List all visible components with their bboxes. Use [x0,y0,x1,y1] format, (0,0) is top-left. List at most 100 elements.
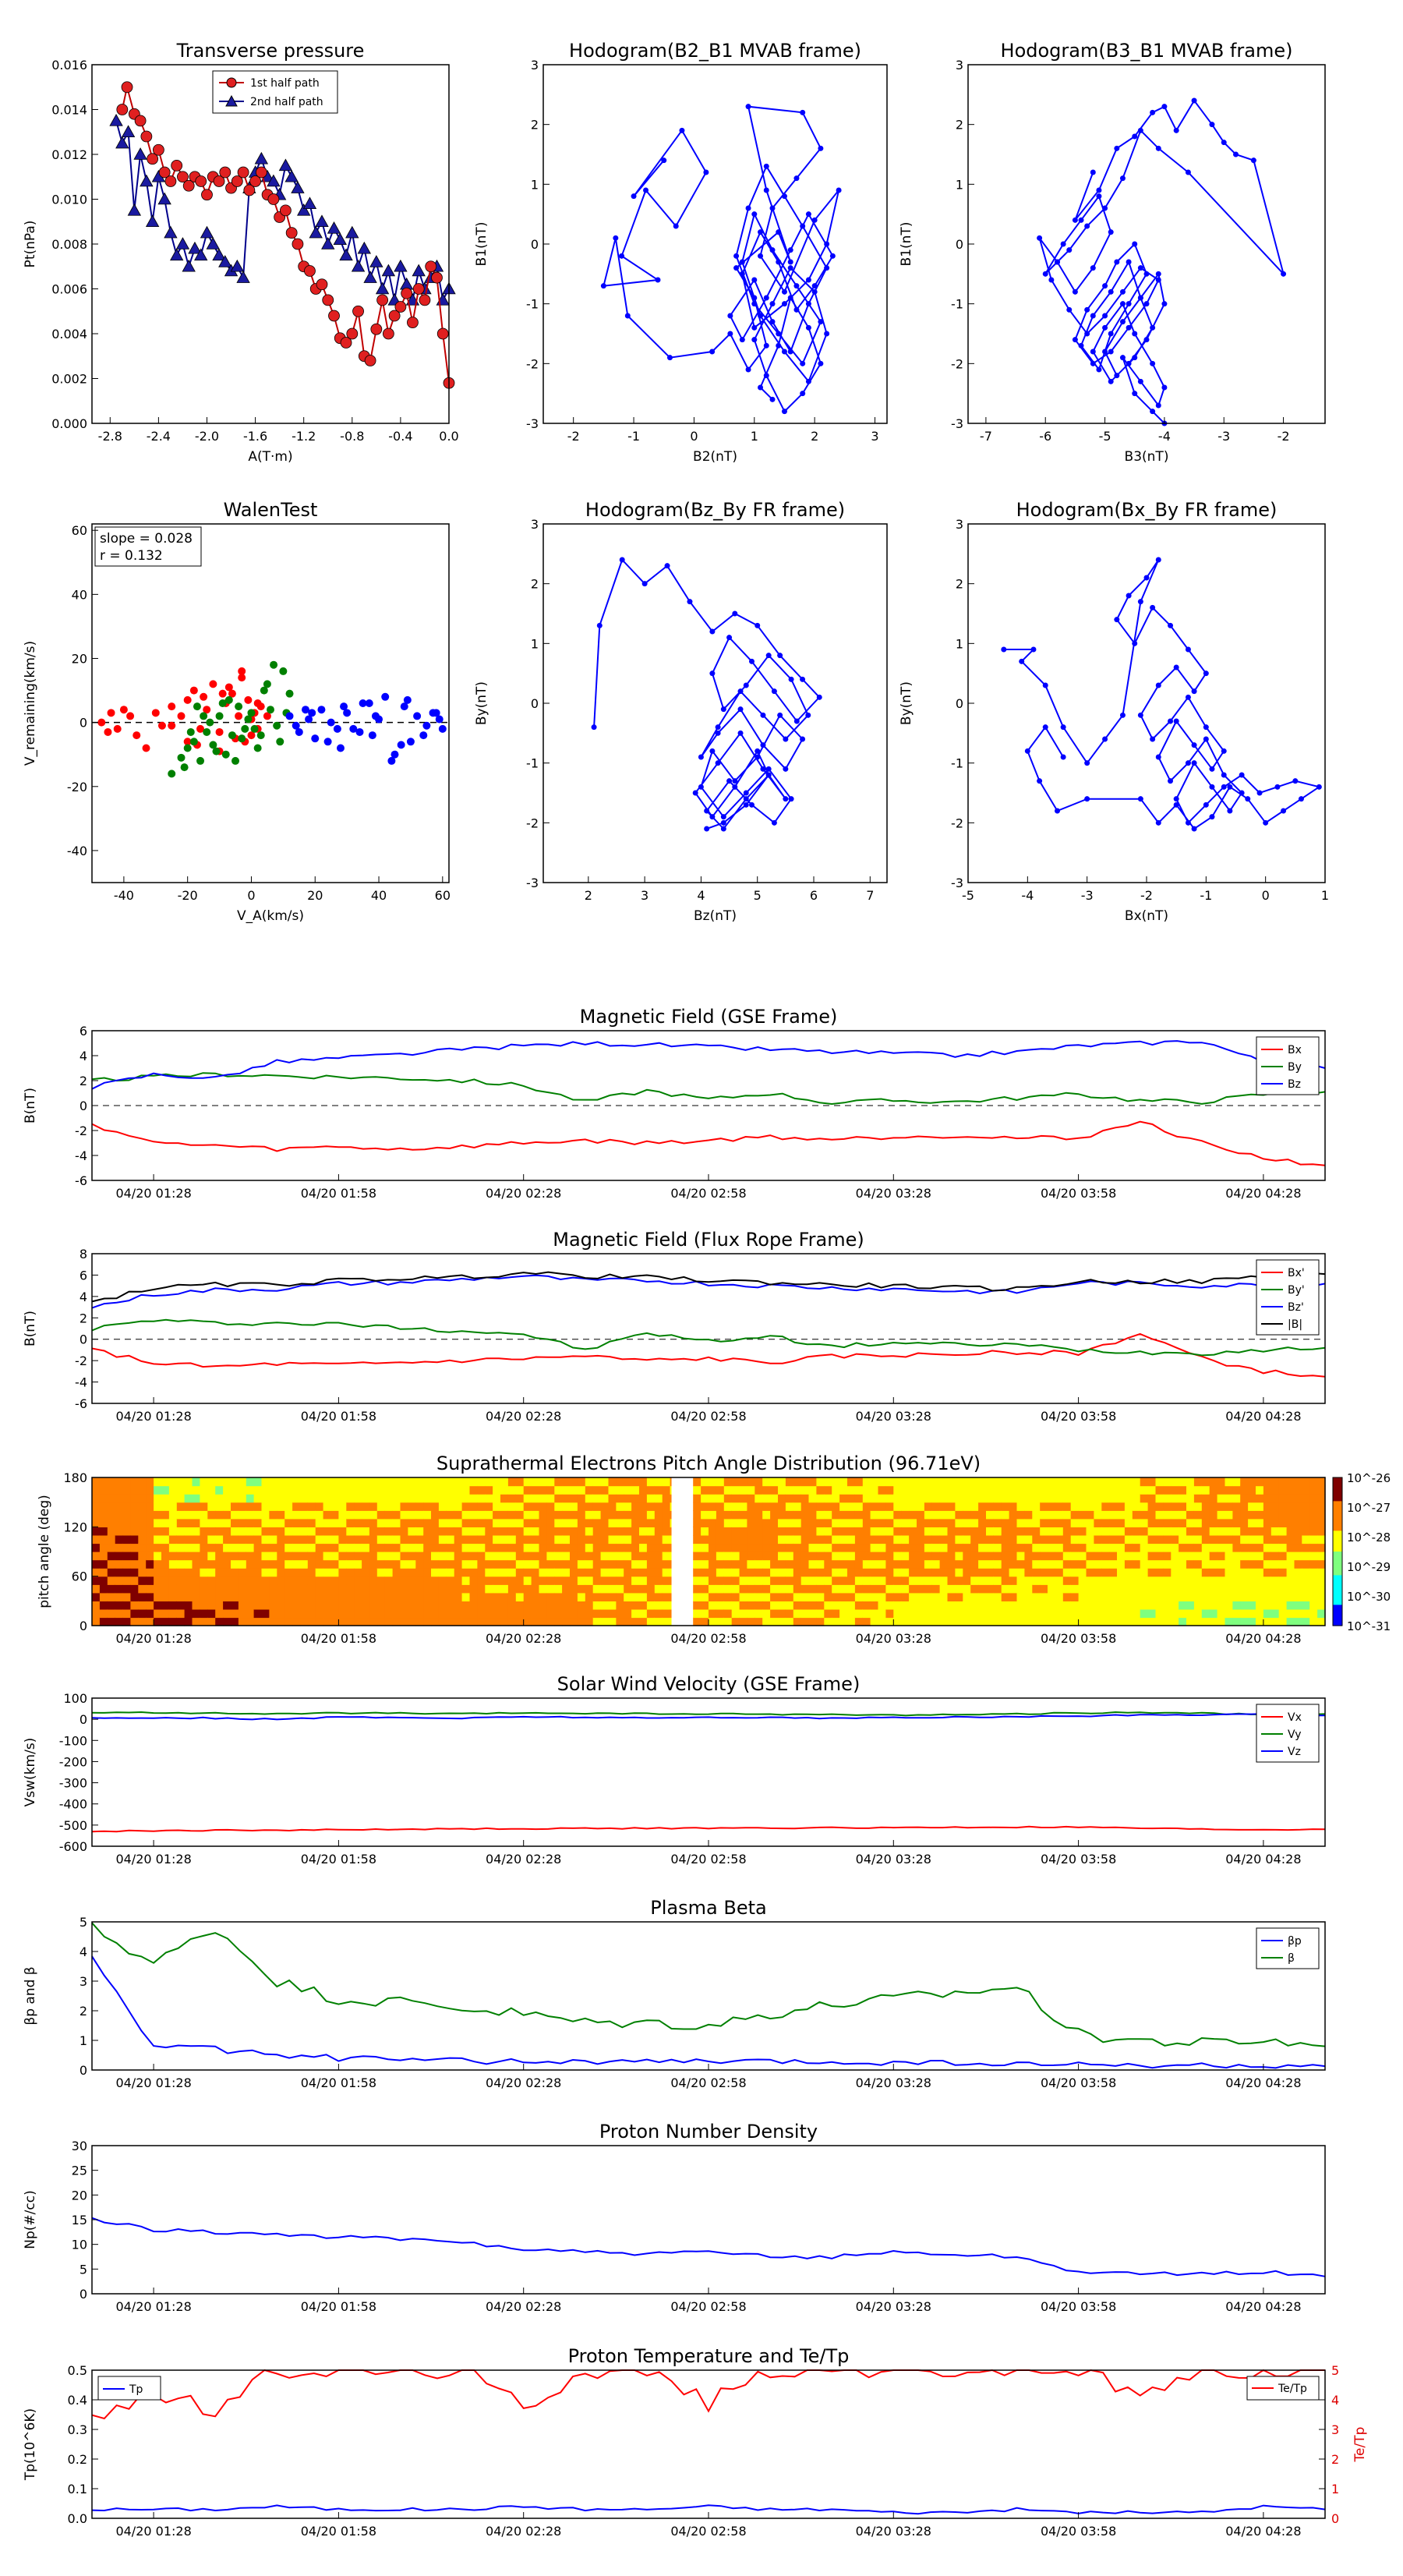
heatmap-cell [1278,1485,1288,1495]
heatmap-cell [862,1477,871,1487]
heatmap-cell [1101,1559,1110,1569]
series-1st-half-marker [147,153,159,165]
heatmap-cell [1240,1534,1249,1545]
walen-point [403,695,412,704]
hodogram-point [776,331,782,337]
series-Tp [91,2504,1326,2515]
heatmap-cell [832,1617,840,1626]
hodogram-point [698,784,704,790]
heatmap-cell [1186,1510,1195,1520]
heatmap-cell [1232,1617,1241,1626]
beta-ytick-label: 4 [80,1944,87,1959]
walen-point [238,667,246,675]
heatmap-cell [523,1527,532,1536]
heatmap-cell [832,1494,840,1503]
series-2nd-half-marker [327,221,341,234]
colorbar-cell [1333,1619,1342,1623]
heatmap-cell [1201,1608,1210,1619]
heatmap-cell [330,1518,339,1527]
heatmap-cell [423,1617,432,1626]
walen-point [359,699,367,707]
heatmap-cell [1117,1617,1126,1626]
walen-point [244,695,253,704]
heatmap-cell [469,1592,478,1601]
heatmap-cell [1270,1617,1280,1626]
heatmap-cell [415,1584,424,1594]
heatmap-cell [461,1552,471,1561]
heatmap-cell [438,1543,447,1552]
heatmap-cell [693,1601,702,1610]
heatmap-cell [284,1527,293,1536]
heatmap-cell [531,1584,540,1594]
heatmap-cell [816,1552,825,1561]
heatmap-cell [176,1559,186,1569]
heatmap-cell [238,1617,247,1626]
hodogram-point [739,337,745,343]
bxby-ytick-label: -2 [951,816,963,830]
heatmap-cell [1217,1617,1226,1626]
heatmap-cell [99,1502,108,1511]
heatmap-cell [92,1584,101,1594]
heatmap-cell [346,1584,355,1594]
heatmap-cell [762,1568,771,1577]
heatmap-cell [184,1608,193,1619]
heatmap-cell [1270,1584,1280,1594]
heatmap-cell [507,1584,517,1594]
heatmap-cell [539,1559,547,1569]
heatmap-cell [400,1485,408,1495]
heatmap-cell [1294,1510,1302,1520]
heatmap-cell [816,1601,825,1610]
heatmap-cell [709,1527,717,1536]
heatmap-cell [1024,1617,1033,1626]
hodogram-point [1108,331,1114,337]
heatmap-cell [755,1601,763,1610]
heatmap-cell [238,1592,247,1601]
transverse-xtick-label: -2.8 [98,429,122,444]
heatmap-cell [747,1485,755,1495]
heatmap-cell [970,1494,979,1503]
heatmap-cell [1171,1592,1179,1601]
heatmap-cell [778,1534,786,1545]
heatmap-cell [862,1601,871,1610]
heatmap-cell [261,1477,270,1487]
walen-point [221,750,230,759]
heatmap-cell [986,1502,995,1511]
hodogram-point [1042,271,1048,277]
heatmap-cell [847,1568,856,1577]
heatmap-cell [654,1617,663,1626]
colorbar-cell [1333,1483,1342,1487]
heatmap-cell [693,1617,702,1626]
heatmap-cell [1256,1527,1264,1536]
heatmap-cell [1217,1494,1226,1503]
b2b1-xtick-label: 0 [690,429,698,444]
heatmap-cell [785,1576,794,1585]
heatmap-cell [1109,1518,1118,1527]
heatmap-cell [654,1477,663,1487]
bgse-xtick-label: 04/20 01:58 [301,1186,376,1201]
heatmap-cell [1140,1485,1149,1495]
heatmap-cell [654,1601,663,1610]
heatmap-cell [709,1601,717,1610]
heatmap-cell [539,1510,547,1520]
heatmap-cell [200,1592,208,1601]
heatmap-cell [300,1608,309,1619]
heatmap-cell [438,1617,447,1626]
heatmap-cell [223,1552,231,1561]
heatmap-cell [800,1568,810,1577]
heatmap-cell [376,1552,386,1561]
heatmap-cell [408,1477,416,1487]
heatmap-cell [824,1477,832,1487]
heatmap-cell [161,1552,170,1561]
heatmap-cell [215,1494,224,1503]
heatmap-cell [662,1534,671,1545]
heatmap-cell [1193,1576,1203,1585]
heatmap-cell [1124,1527,1133,1536]
heatmap-cell [431,1617,440,1626]
heatmap-cell [1040,1576,1048,1585]
heatmap-cell [986,1592,995,1601]
series-2nd-half-marker [267,174,281,187]
heatmap-cell [192,1576,200,1585]
heatmap-cell [1248,1518,1256,1527]
heatmap-cell [909,1576,917,1585]
